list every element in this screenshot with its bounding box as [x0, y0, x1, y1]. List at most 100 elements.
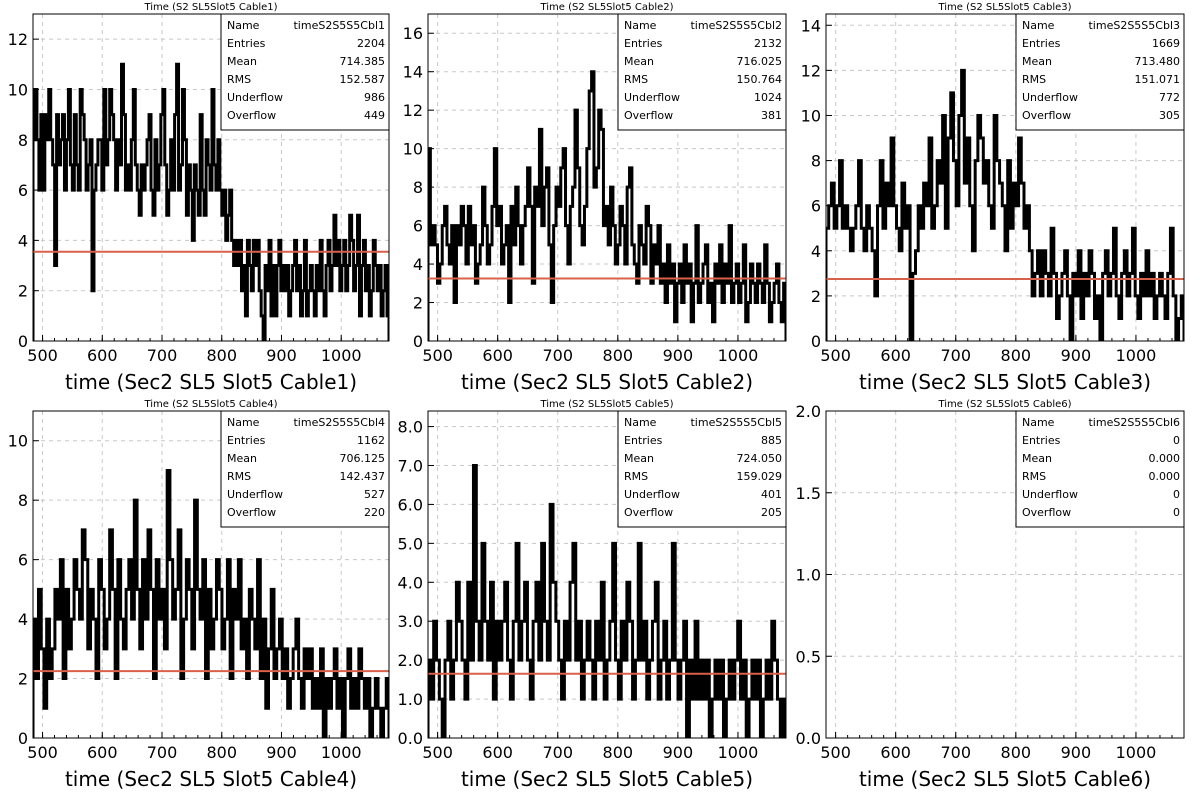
histogram-series: [33, 468, 389, 738]
histogram-bin: [1057, 318, 1060, 341]
y-tick-label: 2: [18, 282, 28, 301]
stat-label: Underflow: [1022, 91, 1078, 104]
y-tick-label: 0: [811, 332, 821, 351]
x-axis-label: time (Sec2 SL5 Slot5 Cable4): [65, 767, 357, 791]
histogram-bin: [647, 699, 650, 738]
histogram-bin: [64, 190, 66, 341]
histogram-bin: [115, 679, 118, 738]
y-tick-label: 0: [18, 729, 28, 748]
y-tick-label: 2: [413, 294, 423, 313]
stat-value: 1162: [357, 434, 385, 447]
panel-title: Time (S2 SL5Slot5 Cable4): [143, 399, 277, 410]
stat-label: Overflow: [1022, 506, 1071, 519]
histogram-bin: [624, 660, 627, 738]
histogram-bin: [618, 699, 621, 738]
stat-value: 449: [364, 109, 385, 122]
histogram-bin: [670, 283, 672, 341]
histogram-bin: [301, 708, 304, 738]
x-tick-label: 700: [542, 346, 573, 365]
histogram-bin: [1040, 296, 1043, 341]
x-tick-label: 900: [1061, 743, 1092, 762]
plot-frame: [427, 410, 787, 739]
stat-value: timeS2S5S5Cbl3: [1088, 19, 1180, 32]
histogram-bin: [245, 316, 247, 341]
histogram-bin: [451, 699, 454, 738]
histogram-bin: [96, 679, 99, 738]
histogram-bin: [251, 291, 253, 341]
y-tick-label: 0.0: [796, 729, 821, 748]
y-tick-label: 8: [18, 131, 28, 150]
y-tick-label: 1.0: [796, 566, 821, 585]
histogram-bin: [306, 316, 308, 341]
x-tick-label: 900: [1061, 346, 1092, 365]
stat-value: 0: [1173, 488, 1180, 501]
stat-value: 159.029: [737, 470, 783, 483]
histogram-bin: [513, 245, 515, 341]
y-tick-label: 2.0: [398, 651, 423, 670]
histogram-bin: [471, 245, 473, 341]
histogram-bin: [318, 708, 321, 738]
histogram-bin: [173, 190, 175, 341]
histogram-series: [428, 464, 786, 738]
stat-label: Entries: [624, 434, 663, 447]
histogram-bin: [241, 291, 243, 341]
stats-box-frame: [617, 13, 787, 131]
panel-title: Time (S2 SL5Slot5 Cable3): [937, 2, 1071, 13]
y-tick-label: 2.0: [796, 402, 821, 421]
plot-frame: [32, 13, 390, 342]
histogram-bin: [204, 215, 206, 341]
x-tick-label: 700: [940, 346, 971, 365]
histogram-bin: [991, 228, 994, 341]
y-tick-label: 0.0: [398, 729, 423, 748]
histogram-bin: [551, 303, 553, 341]
stat-value: 0.000: [1149, 452, 1181, 465]
histogram-bin: [36, 679, 39, 738]
histogram-bin: [596, 168, 598, 341]
plot-frame: [427, 13, 787, 342]
histogram-bin: [364, 708, 367, 738]
stat-value: timeS2S5S5Cbl5: [690, 416, 782, 429]
y-tick-label: 4: [18, 231, 28, 250]
histogram-bin: [125, 190, 127, 341]
histogram-bin: [318, 291, 320, 341]
histogram-bin: [351, 708, 354, 738]
stats-box: Name timeS2S5S5Cbl3 Entries 1669 Mean 713.480…: [1015, 13, 1185, 131]
stat-value: 713.480: [1135, 55, 1181, 68]
histogram-bin: [604, 699, 607, 738]
y-tick-label: 12: [403, 101, 423, 120]
histogram-bin: [365, 291, 367, 341]
stat-value: timeS2S5S5Cbl1: [293, 19, 385, 32]
y-tick-label: 8: [811, 152, 821, 171]
histogram-bin: [1086, 296, 1089, 341]
stat-label: RMS: [227, 470, 251, 483]
histogram-bin: [449, 264, 451, 341]
x-tick-label: 700: [147, 743, 178, 762]
histogram-series: [428, 70, 786, 341]
y-tick-label: 4: [413, 255, 423, 274]
stat-label: Overflow: [227, 109, 276, 122]
histogram-bin: [255, 266, 257, 341]
histogram-bin: [157, 190, 159, 341]
histogram-bin: [651, 283, 653, 341]
histogram-bin: [593, 699, 596, 738]
histogram-bin: [1081, 318, 1084, 341]
histogram-bin: [186, 215, 188, 341]
panel-5: Time (S2 SL5Slot5 Cable5) 500 600 700 800 900…: [398, 399, 787, 791]
histogram-bin: [755, 699, 758, 738]
histogram-bin: [55, 266, 57, 341]
histogram-bin: [381, 316, 383, 341]
histogram-bin: [739, 303, 741, 341]
x-tick-label: 900: [663, 346, 694, 365]
panel-2: Time (S2 SL5Slot5 Cable2) 500 600 700 800 900…: [403, 2, 787, 394]
panel-title: Time (S2 SL5Slot5 Cable1): [143, 2, 277, 13]
histogram-bin: [238, 266, 240, 341]
histogram-bin: [78, 190, 80, 341]
histogram-bin: [234, 266, 236, 341]
stat-value: 305: [1159, 109, 1180, 122]
histogram-bin: [230, 679, 233, 738]
y-tick-label: 6.0: [398, 495, 423, 514]
histogram-bin: [1095, 318, 1098, 341]
histogram-bin: [532, 283, 534, 341]
histogram-bin: [537, 206, 539, 341]
stat-label: Name: [1022, 19, 1055, 32]
